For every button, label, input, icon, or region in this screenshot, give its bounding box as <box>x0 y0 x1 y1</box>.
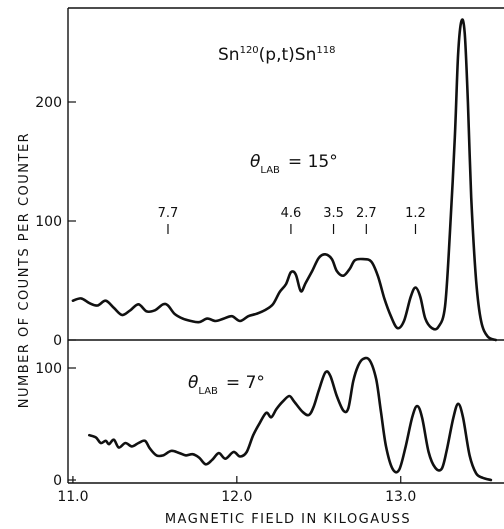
chart-title: Sn120(p,t)Sn118 <box>218 45 335 65</box>
y-axis-title: NUMBER OF COUNTS PER COUNTER <box>17 132 32 408</box>
y-tick-label: 100 <box>35 361 62 377</box>
peak-label: 2.7 <box>356 206 377 221</box>
bottom-panel-frame <box>67 340 504 484</box>
top-angle-theta: θ <box>250 152 261 172</box>
bottom-angle-sub: LAB <box>198 386 218 397</box>
y-tick-label: 0 <box>53 333 62 349</box>
x-tick-label: 11.0 <box>57 489 88 505</box>
bottom-angle-value: = 7° <box>226 373 265 393</box>
top-angle-value: = 15° <box>288 152 338 172</box>
series-line-panel-bottom <box>88 356 493 482</box>
peak-label: 4.6 <box>281 206 302 221</box>
chart-marks: 0 100 200 0 100 11.0 12.0 13.0 7.7 4.6 3.5 2.7 1.2 <box>35 18 498 505</box>
series-line-panel-top <box>71 18 498 342</box>
x-tick-label: 13.0 <box>385 489 416 505</box>
y-tick-label: 100 <box>35 214 62 230</box>
bottom-angle-theta: θ <box>188 373 199 393</box>
peak-label: 7.7 <box>158 206 179 221</box>
title-part-d: 118 <box>316 45 335 56</box>
title-part-b: 120 <box>240 45 259 56</box>
x-tick-label: 12.0 <box>221 489 252 505</box>
x-axis-title: MAGNETIC FIELD IN KILOGAUSS <box>165 512 411 527</box>
peak-label: 1.2 <box>405 206 426 221</box>
title-part-a: Sn <box>218 45 240 65</box>
top-angle-sub: LAB <box>260 165 280 176</box>
top-angle-label: θLAB = 15° <box>250 152 338 176</box>
bottom-angle-label: θLAB = 7° <box>188 373 265 397</box>
y-tick-label: 200 <box>35 95 62 111</box>
y-tick-label: 0 <box>53 473 62 489</box>
peak-label: 3.5 <box>323 206 344 221</box>
top-panel-frame <box>67 7 504 340</box>
title-part-c: (p,t)Sn <box>259 45 317 65</box>
